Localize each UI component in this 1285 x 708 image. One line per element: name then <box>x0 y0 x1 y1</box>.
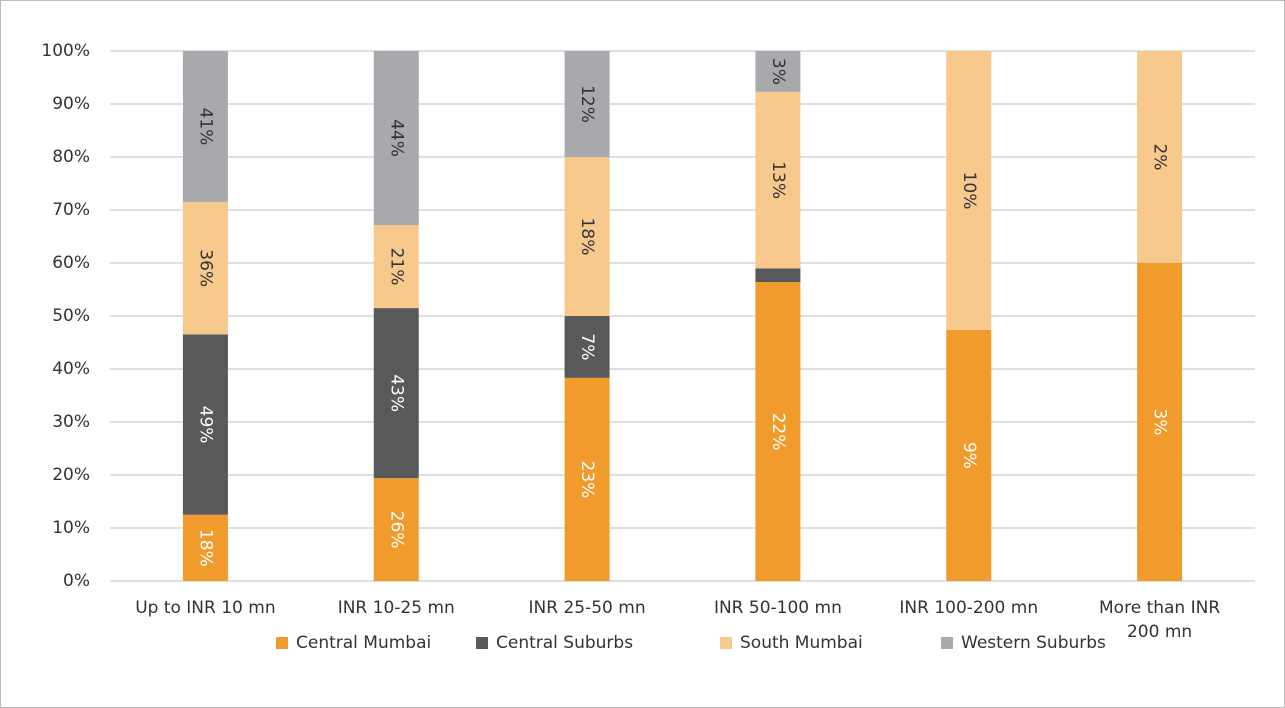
y-tick-label: 100% <box>41 41 90 61</box>
y-tick-label: 50% <box>52 306 90 326</box>
bar-segment <box>564 51 610 157</box>
bar-segment <box>755 268 801 283</box>
data-label: 21% <box>386 248 406 286</box>
y-tick-label: 80% <box>52 147 90 167</box>
data-label: 18% <box>577 218 597 256</box>
x-tick-label: INR 50-100 mn <box>714 598 842 618</box>
y-tick-label: 90% <box>52 94 90 114</box>
data-label: 3% <box>1150 409 1170 436</box>
data-label: 43% <box>386 374 406 412</box>
legend-label: Central Mumbai <box>296 633 431 653</box>
legend-label: Western Suburbs <box>961 633 1106 653</box>
bar-segment <box>564 316 610 378</box>
y-tick-label: 0% <box>63 571 90 591</box>
data-label: 12% <box>577 85 597 123</box>
legend-label: Central Suburbs <box>496 633 633 653</box>
x-tick-label: Up to INR 10 mn <box>135 598 275 618</box>
data-label: 10% <box>959 172 979 210</box>
bar-segment <box>564 377 610 581</box>
bar-segment <box>946 329 992 581</box>
data-label: 3% <box>768 58 788 85</box>
data-label: 13% <box>768 161 788 199</box>
legend-swatch <box>720 637 732 649</box>
bar-segment <box>182 334 228 515</box>
data-label: 18% <box>195 529 215 567</box>
y-tick-label: 30% <box>52 412 90 432</box>
data-label: 44% <box>386 119 406 157</box>
bar-segment <box>755 91 801 269</box>
bar-segment <box>373 478 419 581</box>
data-label: 41% <box>195 108 215 146</box>
y-tick-label: 20% <box>52 465 90 485</box>
legend-swatch <box>476 637 488 649</box>
bar-segment <box>182 51 228 202</box>
y-tick-label: 40% <box>52 359 90 379</box>
legend-label: South Mumbai <box>740 633 863 653</box>
bar-segment <box>182 201 228 335</box>
bar-segment <box>373 51 419 226</box>
data-label: 36% <box>195 249 215 287</box>
bar-segment <box>373 308 419 479</box>
bar-segment <box>755 282 801 581</box>
bar-segment <box>1137 51 1183 263</box>
x-tick-label: INR 10-25 mn <box>338 598 455 618</box>
y-tick-label: 10% <box>52 518 90 538</box>
bar-segment <box>182 514 228 581</box>
data-label: 2% <box>1150 144 1170 171</box>
bar-segment <box>373 225 419 309</box>
bar-segment <box>946 51 992 330</box>
legend-swatch <box>276 637 288 649</box>
legend-swatch <box>941 637 953 649</box>
data-label: 9% <box>959 442 979 469</box>
x-tick-label: INR 100-200 mn <box>899 598 1038 618</box>
bar-segment <box>1137 263 1183 581</box>
y-tick-label: 60% <box>52 253 90 273</box>
data-label: 22% <box>768 413 788 451</box>
y-tick-label: 70% <box>52 200 90 220</box>
x-tick-label: More than INR 200 mn <box>1099 598 1220 642</box>
bar-segment <box>564 157 610 316</box>
bar-segment <box>755 51 801 92</box>
data-label: 7% <box>577 333 597 360</box>
data-label: 23% <box>577 461 597 499</box>
data-label: 26% <box>386 511 406 549</box>
data-label: 49% <box>195 406 215 444</box>
x-tick-label: INR 25-50 mn <box>529 598 646 618</box>
